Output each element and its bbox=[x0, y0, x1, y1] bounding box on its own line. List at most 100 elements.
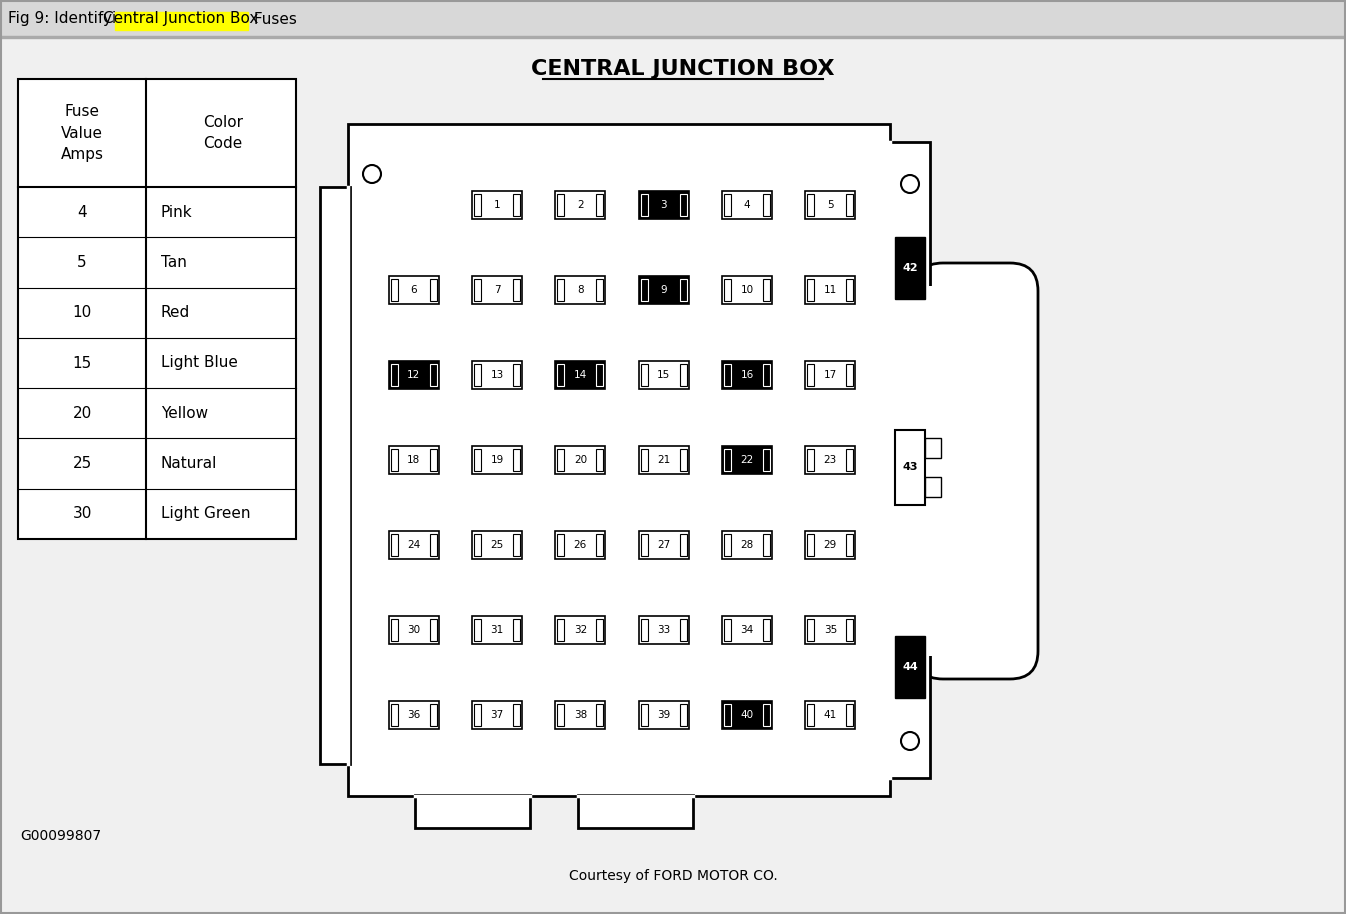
Bar bbox=[429, 705, 436, 727]
Bar bbox=[680, 279, 686, 301]
Bar bbox=[721, 701, 773, 729]
Bar bbox=[472, 531, 522, 559]
Text: 37: 37 bbox=[490, 710, 503, 720]
Bar bbox=[389, 616, 439, 644]
Bar bbox=[513, 279, 520, 301]
Bar bbox=[763, 534, 770, 556]
Bar bbox=[474, 449, 481, 471]
Bar bbox=[721, 531, 773, 559]
Bar bbox=[808, 194, 814, 216]
Text: Fig 9: Identifying: Fig 9: Identifying bbox=[8, 12, 140, 27]
Text: 28: 28 bbox=[740, 540, 754, 550]
Bar bbox=[721, 361, 773, 388]
Text: 31: 31 bbox=[490, 625, 503, 635]
Bar bbox=[429, 449, 436, 471]
Text: 16: 16 bbox=[740, 370, 754, 380]
Bar bbox=[472, 361, 522, 388]
Bar bbox=[1, 1, 1345, 36]
Bar bbox=[847, 279, 853, 301]
Bar bbox=[763, 364, 770, 386]
Bar bbox=[596, 620, 603, 642]
Bar bbox=[474, 620, 481, 642]
Bar bbox=[389, 701, 439, 729]
Bar bbox=[429, 364, 436, 386]
Bar bbox=[415, 795, 530, 828]
Text: 42: 42 bbox=[902, 263, 918, 273]
Bar bbox=[114, 12, 248, 30]
Text: 22: 22 bbox=[740, 455, 754, 465]
Bar bbox=[557, 534, 564, 556]
Bar bbox=[474, 534, 481, 556]
Text: 9: 9 bbox=[661, 285, 668, 294]
Bar bbox=[556, 361, 606, 388]
Bar bbox=[390, 534, 397, 556]
Bar bbox=[557, 620, 564, 642]
Text: Tan: Tan bbox=[162, 255, 187, 270]
Bar bbox=[17, 79, 296, 539]
Bar bbox=[474, 364, 481, 386]
Bar bbox=[763, 279, 770, 301]
Circle shape bbox=[900, 175, 919, 193]
Bar bbox=[596, 705, 603, 727]
Text: 43: 43 bbox=[902, 462, 918, 473]
Bar bbox=[390, 449, 397, 471]
Bar bbox=[513, 620, 520, 642]
Bar bbox=[638, 191, 689, 218]
Bar bbox=[557, 705, 564, 727]
Text: Fuses: Fuses bbox=[249, 12, 297, 27]
Bar bbox=[557, 364, 564, 386]
Bar bbox=[596, 364, 603, 386]
Text: 10: 10 bbox=[73, 305, 92, 320]
Bar bbox=[724, 620, 731, 642]
Bar bbox=[472, 616, 522, 644]
Bar bbox=[808, 279, 814, 301]
Bar bbox=[680, 705, 686, 727]
Text: Pink: Pink bbox=[162, 205, 192, 219]
Bar bbox=[805, 191, 855, 218]
Text: 12: 12 bbox=[406, 370, 420, 380]
Bar bbox=[513, 449, 520, 471]
Bar bbox=[556, 616, 606, 644]
Bar bbox=[641, 449, 647, 471]
Text: Natural: Natural bbox=[162, 456, 217, 471]
Text: 14: 14 bbox=[573, 370, 587, 380]
Bar bbox=[596, 279, 603, 301]
Text: 40: 40 bbox=[740, 710, 754, 720]
Bar bbox=[472, 446, 522, 474]
Text: 4: 4 bbox=[744, 199, 750, 209]
Bar bbox=[805, 276, 855, 303]
Bar bbox=[556, 701, 606, 729]
Text: 25: 25 bbox=[490, 540, 503, 550]
Bar bbox=[680, 449, 686, 471]
Text: 21: 21 bbox=[657, 455, 670, 465]
Bar bbox=[513, 705, 520, 727]
Text: 1: 1 bbox=[494, 199, 501, 209]
Text: G00099807: G00099807 bbox=[20, 829, 101, 843]
Bar bbox=[763, 194, 770, 216]
Text: Central Junction Box: Central Junction Box bbox=[104, 12, 258, 27]
Bar bbox=[474, 279, 481, 301]
Text: 15: 15 bbox=[657, 370, 670, 380]
Bar bbox=[577, 795, 693, 828]
Bar bbox=[680, 620, 686, 642]
Bar bbox=[638, 701, 689, 729]
Bar bbox=[638, 531, 689, 559]
Bar bbox=[724, 279, 731, 301]
Bar bbox=[724, 705, 731, 727]
Bar bbox=[513, 364, 520, 386]
Bar bbox=[389, 361, 439, 388]
Text: 34: 34 bbox=[740, 625, 754, 635]
Bar bbox=[847, 364, 853, 386]
Text: 23: 23 bbox=[824, 455, 837, 465]
Text: 35: 35 bbox=[824, 625, 837, 635]
Text: 13: 13 bbox=[490, 370, 503, 380]
Text: 3: 3 bbox=[661, 199, 668, 209]
FancyBboxPatch shape bbox=[915, 263, 1038, 679]
Text: 33: 33 bbox=[657, 625, 670, 635]
Text: 7: 7 bbox=[494, 285, 501, 294]
Bar bbox=[1, 36, 1345, 38]
Bar bbox=[390, 705, 397, 727]
Bar bbox=[638, 276, 689, 303]
Bar bbox=[474, 705, 481, 727]
Bar bbox=[724, 194, 731, 216]
